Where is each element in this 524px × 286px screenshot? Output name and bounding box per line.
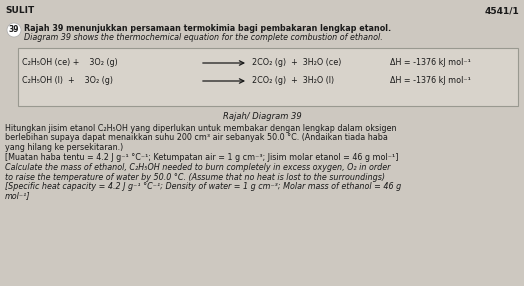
Text: Rajah/ Diagram 39: Rajah/ Diagram 39 xyxy=(223,112,301,121)
Text: [Muatan haba tentu = 4.2 J g⁻¹ °C⁻¹; Ketumpatan air = 1 g cm⁻³; Jisim molar etan: [Muatan haba tentu = 4.2 J g⁻¹ °C⁻¹; Ket… xyxy=(5,152,398,162)
Text: 39: 39 xyxy=(9,25,19,35)
Text: Hitungkan jisim etanol C₂H₅OH yang diperlukan untuk membakar dengan lengkap dala: Hitungkan jisim etanol C₂H₅OH yang diper… xyxy=(5,124,397,133)
Text: yang hilang ke persekitaran.): yang hilang ke persekitaran.) xyxy=(5,143,123,152)
Text: 2CO₂ (g)  +  3H₂O (l): 2CO₂ (g) + 3H₂O (l) xyxy=(252,76,334,85)
Text: to raise the temperature of water by 50.0 °C. (Assume that no heat is lost to th: to raise the temperature of water by 50.… xyxy=(5,172,385,182)
Circle shape xyxy=(7,23,21,37)
Text: berlebihan supaya dapat menaikkan suhu 200 cm³ air sebanyak 50.0 °C. (Andaikan t: berlebihan supaya dapat menaikkan suhu 2… xyxy=(5,134,388,142)
Text: 2CO₂ (g)  +  3H₂O (ce): 2CO₂ (g) + 3H₂O (ce) xyxy=(252,58,341,67)
Text: C₂H₅OH (ce) +    3O₂ (g): C₂H₅OH (ce) + 3O₂ (g) xyxy=(22,58,118,67)
Bar xyxy=(18,48,518,106)
Text: SULIT: SULIT xyxy=(5,6,34,15)
Text: C₂H₅OH (l)  +    3O₂ (g): C₂H₅OH (l) + 3O₂ (g) xyxy=(22,76,113,85)
Text: ΔH = -1376 kJ mol⁻¹: ΔH = -1376 kJ mol⁻¹ xyxy=(390,76,471,85)
Text: ΔH = -1376 kJ mol⁻¹: ΔH = -1376 kJ mol⁻¹ xyxy=(390,58,471,67)
Text: mol⁻¹]: mol⁻¹] xyxy=(5,192,30,200)
Text: 4541/1: 4541/1 xyxy=(484,6,519,15)
Text: Diagram 39 shows the thermochemical equation for the complete combustion of etha: Diagram 39 shows the thermochemical equa… xyxy=(24,33,383,42)
Text: Rajah 39 menunjukkan persamaan termokimia bagi pembakaran lengkap etanol.: Rajah 39 menunjukkan persamaan termokimi… xyxy=(24,24,391,33)
Text: [Specific heat capacity = 4.2 J g⁻¹ °C⁻¹; Density of water = 1 g cm⁻³; Molar mas: [Specific heat capacity = 4.2 J g⁻¹ °C⁻¹… xyxy=(5,182,401,191)
Text: Calculate the mass of ethanol, C₂H₅OH needed to burn completely in excess oxygen: Calculate the mass of ethanol, C₂H₅OH ne… xyxy=(5,163,390,172)
